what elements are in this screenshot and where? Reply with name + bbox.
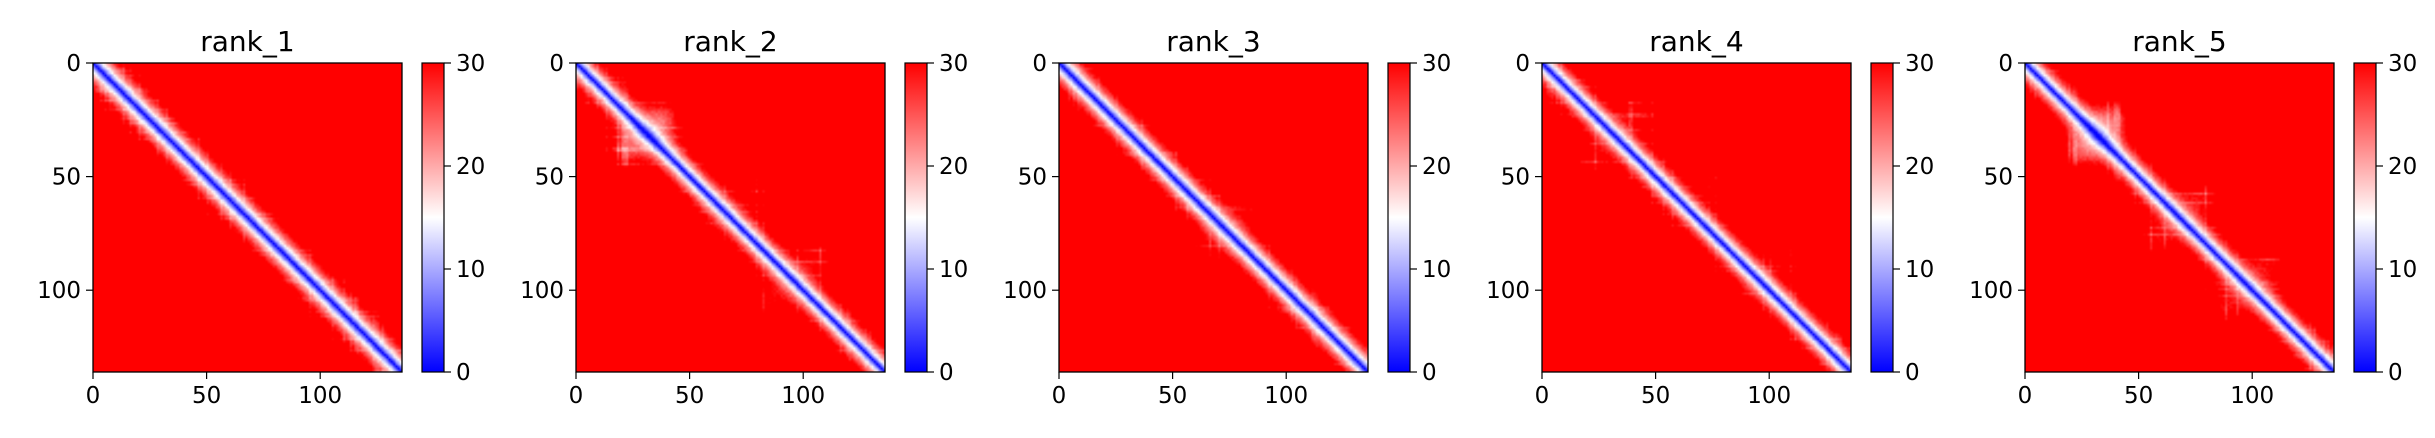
colorbar-tick-label: 30: [2388, 51, 2417, 77]
colorbar-frame: [1870, 62, 1894, 373]
colorbar-tick-label: 30: [1905, 51, 1934, 77]
colorbar-tick-label: 20: [1905, 154, 1934, 180]
x-tick-label: 100: [2230, 383, 2274, 409]
x-tick-label: 50: [1158, 383, 1187, 409]
y-tick-label: 100: [1003, 278, 1047, 304]
x-tick-label: 100: [1747, 383, 1791, 409]
heatmap-image: [1542, 63, 1851, 372]
panel-title: rank_1: [200, 25, 294, 58]
y-tick-label: 100: [37, 278, 81, 304]
colorbar: [1871, 63, 1893, 372]
y-tick-label: 50: [52, 165, 81, 191]
colorbar-tick-label: 20: [939, 154, 968, 180]
y-tick-label: 0: [549, 51, 564, 77]
heatmap-image: [1059, 63, 1368, 372]
x-tick-label: 0: [1535, 383, 1550, 409]
x-tick-label: 50: [192, 383, 221, 409]
heatmap-frame: [2024, 62, 2335, 373]
heatmap-frame: [1541, 62, 1852, 373]
heatmap-image: [576, 63, 885, 372]
y-tick-label: 50: [535, 165, 564, 191]
colorbar-frame: [1387, 62, 1411, 373]
colorbar-tick-label: 0: [2388, 360, 2403, 386]
heatmap-frame: [575, 62, 886, 373]
colorbar-tick-label: 10: [456, 257, 485, 283]
panel-title: rank_3: [1166, 25, 1260, 58]
x-tick-label: 50: [675, 383, 704, 409]
heatmap-image: [2025, 63, 2334, 372]
colorbar-tick-label: 30: [1422, 51, 1451, 77]
y-tick-label: 50: [1018, 165, 1047, 191]
panel-title: rank_2: [683, 25, 777, 58]
x-tick-label: 0: [2018, 383, 2033, 409]
y-tick-label: 0: [1032, 51, 1047, 77]
x-tick-label: 0: [86, 383, 101, 409]
x-tick-label: 100: [298, 383, 342, 409]
colorbar-tick-label: 30: [456, 51, 485, 77]
colorbar-tick-label: 20: [1422, 154, 1451, 180]
x-tick-label: 100: [1264, 383, 1308, 409]
colorbar-tick-label: 0: [1422, 360, 1437, 386]
panel-title: rank_5: [2132, 25, 2226, 58]
y-tick-label: 50: [1501, 165, 1530, 191]
panel-title: rank_4: [1649, 25, 1743, 58]
colorbar-tick-label: 10: [1905, 257, 1934, 283]
y-tick-label: 0: [1515, 51, 1530, 77]
colorbar-tick-label: 10: [1422, 257, 1451, 283]
colorbar-frame: [904, 62, 928, 373]
y-tick-label: 50: [1984, 165, 2013, 191]
colorbar-tick-label: 20: [2388, 154, 2417, 180]
x-tick-label: 100: [781, 383, 825, 409]
y-tick-label: 0: [66, 51, 81, 77]
colorbar: [905, 63, 927, 372]
colorbar-tick-label: 0: [456, 360, 471, 386]
colorbar: [422, 63, 444, 372]
x-tick-label: 0: [569, 383, 584, 409]
heatmap-panel-4: rank_4 0 50 100 0 50 100 0 10 20 30: [1486, 25, 1934, 409]
y-tick-label: 100: [520, 278, 564, 304]
heatmap-panel-1: rank_1 0 50 100 0 50 100 0 10 20 30: [37, 25, 485, 409]
colorbar-tick-label: 10: [939, 257, 968, 283]
heatmap-panel-5: rank_5 0 50 100 0 50 100 0 10 20 30: [1969, 25, 2417, 409]
heatmap-image: [93, 63, 402, 372]
x-tick-label: 50: [2124, 383, 2153, 409]
colorbar: [2354, 63, 2376, 372]
y-tick-label: 100: [1969, 278, 2013, 304]
heatmap-panel-2: rank_2 0 50 100 0 50 100 0 10 20 30: [520, 25, 968, 409]
x-tick-label: 0: [1052, 383, 1067, 409]
heatmap-frame: [92, 62, 403, 373]
heatmap-frame: [1058, 62, 1369, 373]
y-tick-label: 100: [1486, 278, 1530, 304]
colorbar-tick-label: 10: [2388, 257, 2417, 283]
y-tick-label: 0: [1998, 51, 2013, 77]
colorbar-frame: [421, 62, 445, 373]
heatmap-panel-3: rank_3 0 50 100 0 50 100 0 10 20 30: [1003, 25, 1451, 409]
colorbar-tick-label: 30: [939, 51, 968, 77]
colorbar-tick-label: 20: [456, 154, 485, 180]
colorbar-tick-label: 0: [939, 360, 954, 386]
x-tick-label: 50: [1641, 383, 1670, 409]
colorbar-frame: [2353, 62, 2377, 373]
colorbar-tick-label: 0: [1905, 360, 1920, 386]
colorbar: [1388, 63, 1410, 372]
